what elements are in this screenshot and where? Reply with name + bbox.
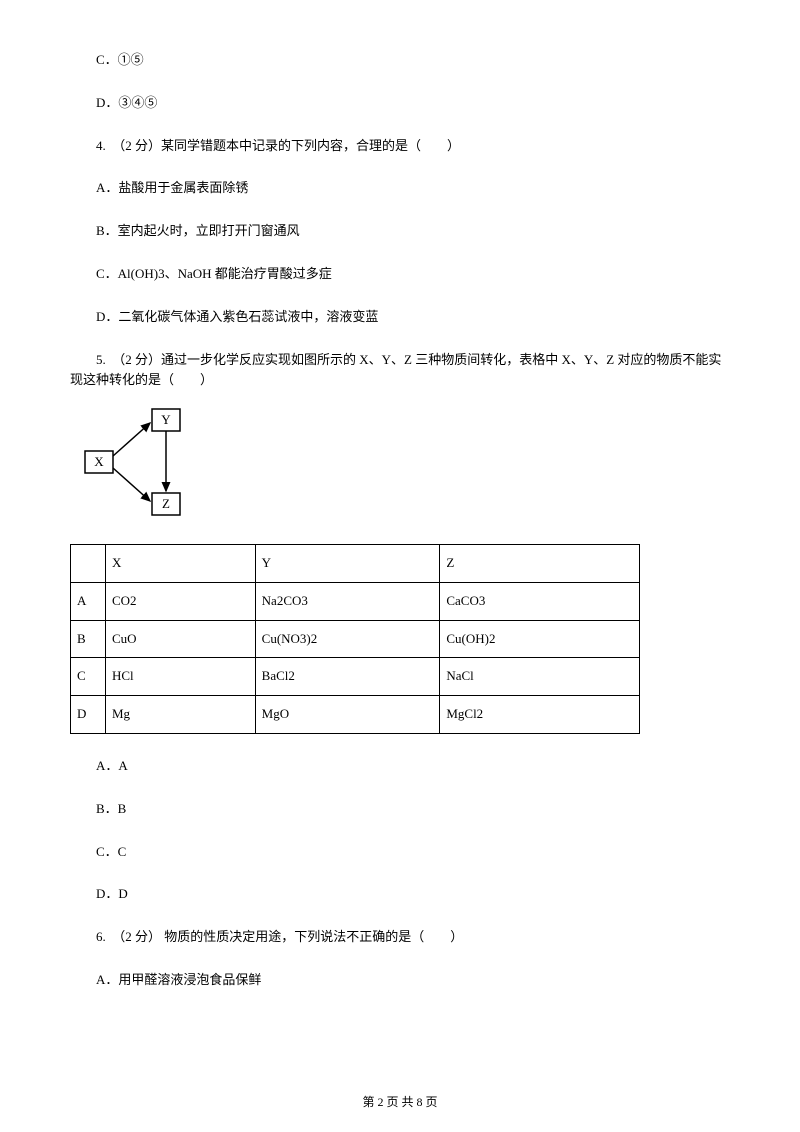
table-cell: CuO	[105, 620, 255, 658]
table-cell: BaCl2	[255, 658, 440, 696]
q5-option-d: D．D	[70, 884, 730, 905]
q5-option-a: A．A	[70, 756, 730, 777]
table-cell: HCl	[105, 658, 255, 696]
table-cell: CO2	[105, 582, 255, 620]
table-cell: Cu(NO3)2	[255, 620, 440, 658]
q4-stem: 4. （2 分）某同学错题本中记录的下列内容，合理的是（ ）	[70, 136, 730, 157]
q4-option-a: A．盐酸用于金属表面除锈	[70, 178, 730, 199]
q5-diagram: X Y Z	[80, 401, 730, 528]
table-row: C HCl BaCl2 NaCl	[71, 658, 640, 696]
table-cell: Cu(OH)2	[440, 620, 640, 658]
table-cell: CaCO3	[440, 582, 640, 620]
table-row: A CO2 Na2CO3 CaCO3	[71, 582, 640, 620]
q5-option-b: B．B	[70, 799, 730, 820]
diagram-z-label: Z	[162, 496, 170, 511]
q4-option-c: C．Al(OH)3、NaOH 都能治疗胃酸过多症	[70, 264, 730, 285]
q5-stem: 5. （2 分）通过一步化学反应实现如图所示的 X、Y、Z 三种物质间转化，表格…	[70, 350, 730, 392]
table-cell	[71, 544, 106, 582]
q6-option-a: A．用甲醛溶液浸泡食品保鲜	[70, 970, 730, 991]
table-cell: Mg	[105, 696, 255, 734]
table-cell: X	[105, 544, 255, 582]
table-cell: MgCl2	[440, 696, 640, 734]
table-cell: Na2CO3	[255, 582, 440, 620]
option-c: C．①⑤	[70, 50, 730, 71]
page-footer: 第 2 页 共 8 页	[0, 1093, 800, 1112]
diagram-y-label: Y	[161, 412, 171, 427]
table-cell: A	[71, 582, 106, 620]
table-row: D Mg MgO MgCl2	[71, 696, 640, 734]
table-cell: Z	[440, 544, 640, 582]
q4-option-b: B．室内起火时，立即打开门窗通风	[70, 221, 730, 242]
q5-option-c: C．C	[70, 842, 730, 863]
table-header-row: X Y Z	[71, 544, 640, 582]
table-cell: MgO	[255, 696, 440, 734]
table-cell: Y	[255, 544, 440, 582]
table-cell: NaCl	[440, 658, 640, 696]
table-cell: D	[71, 696, 106, 734]
q4-option-d: D．二氧化碳气体通入紫色石蕊试液中，溶液变蓝	[70, 307, 730, 328]
option-d: D．③④⑤	[70, 93, 730, 114]
diagram-x-label: X	[94, 454, 104, 469]
table-cell: B	[71, 620, 106, 658]
q6-stem: 6. （2 分） 物质的性质决定用途，下列说法不正确的是（ ）	[70, 927, 730, 948]
table-cell: C	[71, 658, 106, 696]
table-row: B CuO Cu(NO3)2 Cu(OH)2	[71, 620, 640, 658]
q5-table: X Y Z A CO2 Na2CO3 CaCO3 B CuO Cu(NO3)2 …	[70, 544, 640, 734]
